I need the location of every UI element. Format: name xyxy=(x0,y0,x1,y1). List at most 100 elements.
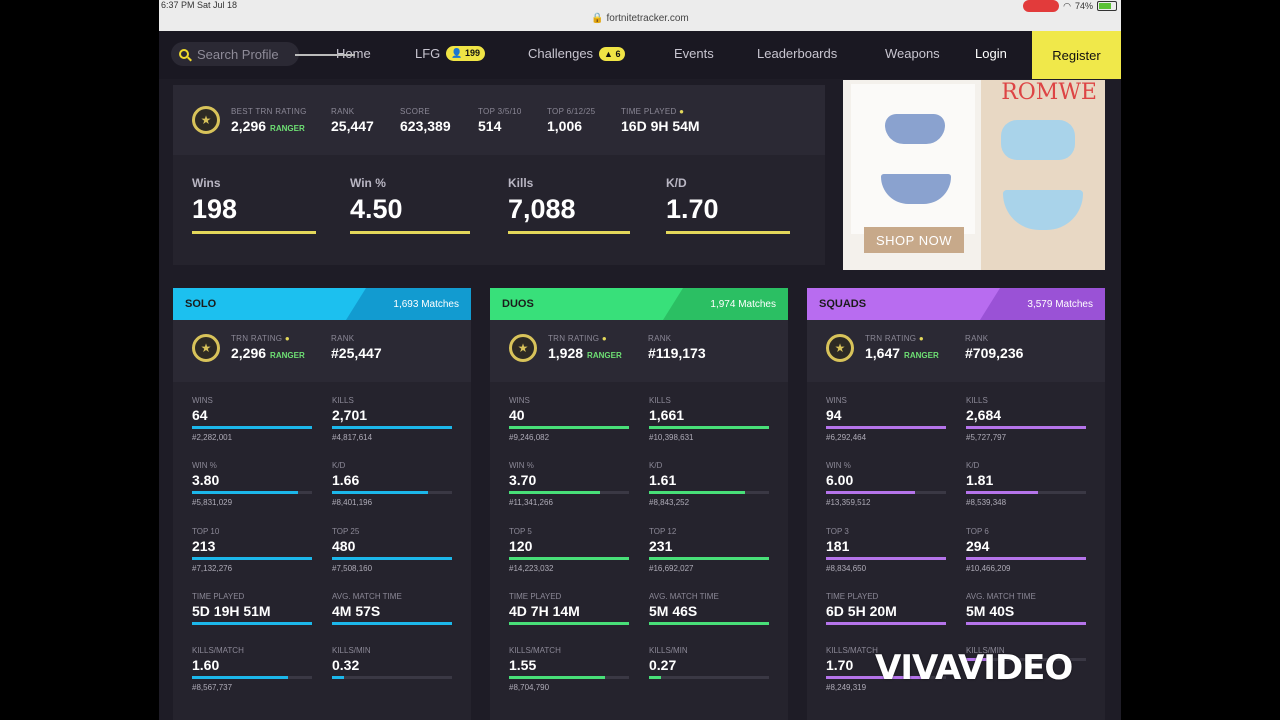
stat-track xyxy=(966,557,1086,560)
battery-percent: 74% xyxy=(1074,1,1093,11)
stat-rank: #8,539,348 xyxy=(966,498,1007,507)
stat-track xyxy=(826,491,946,494)
ad-product-image-left xyxy=(851,84,975,234)
best-trn-rating: Best TRN Rating 2,296 RANGER xyxy=(231,107,307,134)
overview-kd-bar xyxy=(666,231,790,234)
solo-matches: 1,693 Matches xyxy=(346,288,471,320)
overview-kd-label: K/D xyxy=(666,176,687,190)
squads-header[interactable]: SQUADS 3,579 Matches xyxy=(807,288,1105,320)
duos-title: DUOS xyxy=(502,298,534,310)
solo-header[interactable]: SOLO 1,693 Matches xyxy=(173,288,471,320)
ad-swimsuit-bottom-2 xyxy=(1003,190,1083,230)
info-icon[interactable]: ● xyxy=(679,107,685,116)
stat-rank: #14,223,032 xyxy=(509,564,554,573)
ad-product-image-right xyxy=(981,80,1105,270)
shop-now-button[interactable]: SHOP NOW xyxy=(864,227,964,253)
solo-rank-label: Rank xyxy=(331,334,355,343)
stat-label: K/D xyxy=(332,461,346,470)
address-bar[interactable]: 🔒 fortnitetracker.com xyxy=(159,13,1121,24)
solo-kd: K/D 1.66 #8,401,196 xyxy=(332,461,452,507)
nav-leaderboards[interactable]: Leaderboards xyxy=(757,46,837,61)
squads-matches: 3,579 Matches xyxy=(980,288,1105,320)
stat-track xyxy=(649,557,769,560)
active-tab-indicator xyxy=(295,54,355,56)
solo-kills-per-match: Kills/Match 1.60 #8,567,737 xyxy=(192,646,312,692)
duos-trn-rating: TRN Rating ● 1,928 RANGER xyxy=(548,334,622,361)
stat-track xyxy=(966,622,1086,625)
stat-value: 294 xyxy=(966,538,990,554)
stat-value: 0.27 xyxy=(649,657,677,673)
squads-rank-label: Rank xyxy=(965,334,989,343)
squads-matches-count: 3,579 Matches xyxy=(1027,298,1093,310)
stat-fill xyxy=(649,491,745,494)
search-icon xyxy=(179,49,189,59)
squads-rank-value: #709,236 xyxy=(965,345,1024,361)
best-trn-rating-value: 2,296 xyxy=(231,118,267,134)
stat-rank: #6,292,464 xyxy=(826,433,867,442)
stat-fill xyxy=(192,622,312,625)
ad-brand-logo: ROMWE xyxy=(1001,80,1097,105)
nav-events-label: Events xyxy=(674,46,714,61)
squads-kills-per-match: Kills/Match 1.70 #8,249,319 xyxy=(826,646,946,692)
rank-star-icon: ★ xyxy=(192,334,220,362)
stat-rank: #8,843,252 xyxy=(649,498,690,507)
stat-value: 181 xyxy=(826,538,850,554)
stat-value: 2,684 xyxy=(966,407,1002,423)
register-button[interactable]: Register xyxy=(1032,31,1121,79)
squads-time-played: Time Played 6D 5H 20M xyxy=(826,592,946,625)
stat-fill xyxy=(649,557,769,560)
stat-value: 231 xyxy=(649,538,673,554)
stat-track xyxy=(332,676,452,679)
ad-swimsuit-bottom xyxy=(881,174,951,204)
stat-fill xyxy=(332,491,428,494)
url-text: fortnitetracker.com xyxy=(606,13,689,24)
overview-top-3-5-10-value: 514 xyxy=(478,118,502,134)
squads-panel: SQUADS 3,579 Matches ★ TRN Rating ● 1,64… xyxy=(807,288,1105,720)
duos-wins: Wins 40 #9,246,082 xyxy=(509,396,629,442)
duos-matches-count: 1,974 Matches xyxy=(710,298,776,310)
duos-trn-rating-tag: RANGER xyxy=(587,351,622,360)
stat-value: 120 xyxy=(509,538,533,554)
overview-score-label: Score xyxy=(400,107,430,116)
nav-weapons[interactable]: Weapons xyxy=(885,46,940,61)
login-link[interactable]: Login xyxy=(975,46,1007,61)
advertisement[interactable]: ROMWE SHOP NOW xyxy=(843,80,1105,270)
stat-label: Top 25 xyxy=(332,527,360,536)
search-profile-input[interactable]: Search Profile xyxy=(171,42,299,66)
overview-kd-value: 1.70 xyxy=(666,194,719,224)
overview-win-pct: Win % 4.50 xyxy=(350,176,470,234)
nav-lfg-label: LFG xyxy=(415,46,441,61)
info-icon[interactable]: ● xyxy=(918,334,924,343)
solo-kills: Kills 2,701 #4,817,614 xyxy=(332,396,452,442)
squads-trn-rating-value: 1,647 xyxy=(865,345,901,361)
stat-fill xyxy=(509,622,629,625)
stat-value: 1.66 xyxy=(332,472,360,488)
overview-time-played: Time Played ● 16D 9H 54M xyxy=(621,107,700,134)
nav-challenges[interactable]: Challenges ▲ 6 xyxy=(528,46,626,61)
solo-matches-count: 1,693 Matches xyxy=(393,298,459,310)
stat-value: 6D 5H 20M xyxy=(826,603,897,619)
stat-track xyxy=(509,676,629,679)
duos-header[interactable]: DUOS 1,974 Matches xyxy=(490,288,788,320)
stat-value: 2,701 xyxy=(332,407,368,423)
status-icons: ◠ 74% xyxy=(1023,0,1117,12)
squads-trn-rating: TRN Rating ● 1,647 RANGER xyxy=(865,334,939,361)
nav-home[interactable]: Home xyxy=(336,46,371,61)
info-icon[interactable]: ● xyxy=(284,334,290,343)
stat-label: Kills/Min xyxy=(649,646,688,655)
overview-time-played-label: Time Played xyxy=(621,107,677,116)
stat-value: 5D 19H 51M xyxy=(192,603,271,619)
stat-label: Time Played xyxy=(192,592,245,601)
stat-value: 3.80 xyxy=(192,472,220,488)
stat-fill xyxy=(332,622,452,625)
info-icon[interactable]: ● xyxy=(601,334,607,343)
overview-rank-value: 25,447 xyxy=(331,118,374,134)
stat-value: 4D 7H 14M xyxy=(509,603,580,619)
stat-track xyxy=(509,557,629,560)
nav-lfg[interactable]: LFG 👤 199 xyxy=(415,46,486,61)
nav-events[interactable]: Events xyxy=(674,46,714,61)
stat-label: Win % xyxy=(192,461,217,470)
solo-rating-row: ★ TRN Rating ● 2,296 RANGER Rank #25,447 xyxy=(173,320,471,382)
stat-value: 40 xyxy=(509,407,525,423)
lock-icon: 🔒 xyxy=(591,13,604,24)
